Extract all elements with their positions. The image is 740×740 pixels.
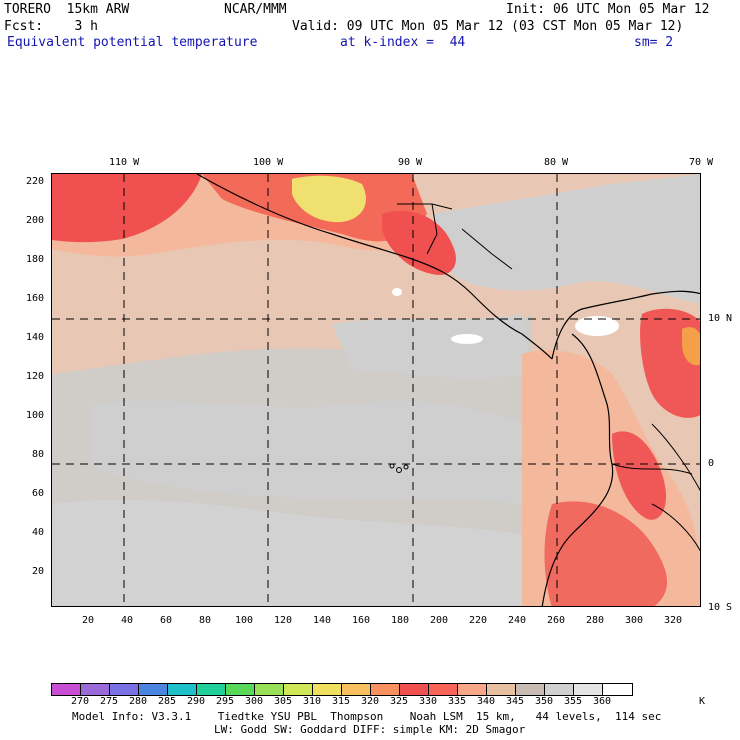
- model-info-line2: LW: Godd SW: Goddard DIFF: simple KM: 2D…: [214, 723, 526, 736]
- colorbar-cell: [255, 684, 284, 695]
- x-tick: 140: [313, 615, 332, 626]
- lon-label-80w: 80 W: [544, 157, 569, 168]
- colorbar-cell: [603, 684, 632, 695]
- lon-label-70w: 70 W: [689, 157, 714, 168]
- y-tick: 20: [32, 566, 45, 577]
- colorbar-label: 305: [273, 696, 293, 707]
- colorbar-label: 315: [331, 696, 351, 707]
- x-tick: 80: [199, 615, 212, 626]
- colorbar-label: 300: [244, 696, 264, 707]
- y-tick: 80: [32, 449, 45, 460]
- colorbar-label: 340: [476, 696, 496, 707]
- x-tick: 280: [586, 615, 605, 626]
- x-tick: 240: [508, 615, 527, 626]
- x-tick: 160: [352, 615, 371, 626]
- x-tick: 180: [391, 615, 410, 626]
- colorbar-label: 330: [418, 696, 438, 707]
- colorbar-label: 285: [157, 696, 177, 707]
- y-tick: 100: [26, 410, 45, 421]
- x-tick: 100: [235, 615, 254, 626]
- y-tick: 40: [32, 527, 45, 538]
- smoothing-info: sm= 2: [634, 35, 674, 50]
- model-name: TORERO 15km ARW: [4, 2, 130, 17]
- x-tick: 120: [274, 615, 293, 626]
- lon-label-90w: 90 W: [398, 157, 423, 168]
- map-panel[interactable]: [51, 173, 701, 607]
- colorbar-cell: [342, 684, 371, 695]
- y-tick: 180: [26, 254, 45, 265]
- lon-label-100w: 100 W: [253, 157, 284, 168]
- x-tick: 320: [664, 615, 683, 626]
- colorbar-cell: [168, 684, 197, 695]
- y-tick: 60: [32, 488, 45, 499]
- colorbar-label: 345: [505, 696, 525, 707]
- colorbar-cell: [139, 684, 168, 695]
- forecast-hour: Fcst: 3 h: [4, 19, 98, 34]
- lat-label-10s: 10 S: [708, 602, 733, 613]
- colorbar-cell: [516, 684, 545, 695]
- lat-label-10n: 10 N: [708, 313, 733, 324]
- init-time: Init: 06 UTC Mon 05 Mar 12: [506, 2, 710, 17]
- x-tick: 220: [469, 615, 488, 626]
- colorbar-label: 310: [302, 696, 322, 707]
- y-tick: 120: [26, 371, 45, 382]
- x-tick: 40: [121, 615, 134, 626]
- colorbar-cell: [284, 684, 313, 695]
- colorbar: [51, 683, 633, 696]
- colorbar-label: 355: [563, 696, 583, 707]
- colorbar-cell: [52, 684, 81, 695]
- y-tick: 140: [26, 332, 45, 343]
- colorbar-label: 350: [534, 696, 554, 707]
- colorbar-cell: [313, 684, 342, 695]
- colorbar-cell: [110, 684, 139, 695]
- colorbar-cell: [487, 684, 516, 695]
- colorbar-cell: [371, 684, 400, 695]
- colorbar-label: 320: [360, 696, 380, 707]
- x-tick: 20: [82, 615, 95, 626]
- valid-time: Valid: 09 UTC Mon 05 Mar 12 (03 CST Mon …: [292, 19, 684, 34]
- colorbar-cell: [226, 684, 255, 695]
- x-tick: 60: [160, 615, 173, 626]
- y-tick: 220: [26, 176, 45, 187]
- colorbar-cell: [81, 684, 110, 695]
- x-tick: 260: [547, 615, 566, 626]
- field-name: Equivalent potential temperature: [7, 35, 258, 50]
- lon-label-110w: 110 W: [109, 157, 140, 168]
- colorbar-cell: [400, 684, 429, 695]
- y-tick: 160: [26, 293, 45, 304]
- colorbar-cell: [545, 684, 574, 695]
- colorbar-label: 270: [70, 696, 90, 707]
- colorbar-cell: [574, 684, 603, 695]
- colorbar-unit: K: [698, 696, 706, 707]
- colorbar-label: 275: [99, 696, 119, 707]
- x-tick: 300: [625, 615, 644, 626]
- colorbar-cell: [458, 684, 487, 695]
- equivalent-potential-temperature-map: [52, 174, 700, 606]
- colorbar-label: 360: [592, 696, 612, 707]
- x-tick: 200: [430, 615, 449, 626]
- colorbar-label: 290: [186, 696, 206, 707]
- y-tick: 200: [26, 215, 45, 226]
- colorbar-cell: [429, 684, 458, 695]
- level-info: at k-index = 44: [340, 35, 466, 50]
- lat-label-eq: 0: [708, 458, 715, 469]
- colorbar-label: 295: [215, 696, 235, 707]
- colorbar-cell: [197, 684, 226, 695]
- organization: NCAR/MMM: [224, 2, 287, 17]
- colorbar-label: 335: [447, 696, 467, 707]
- colorbar-label: 280: [128, 696, 148, 707]
- colorbar-label: 325: [389, 696, 409, 707]
- model-info-line1: Model Info: V3.3.1 Tiedtke YSU PBL Thomp…: [72, 710, 662, 723]
